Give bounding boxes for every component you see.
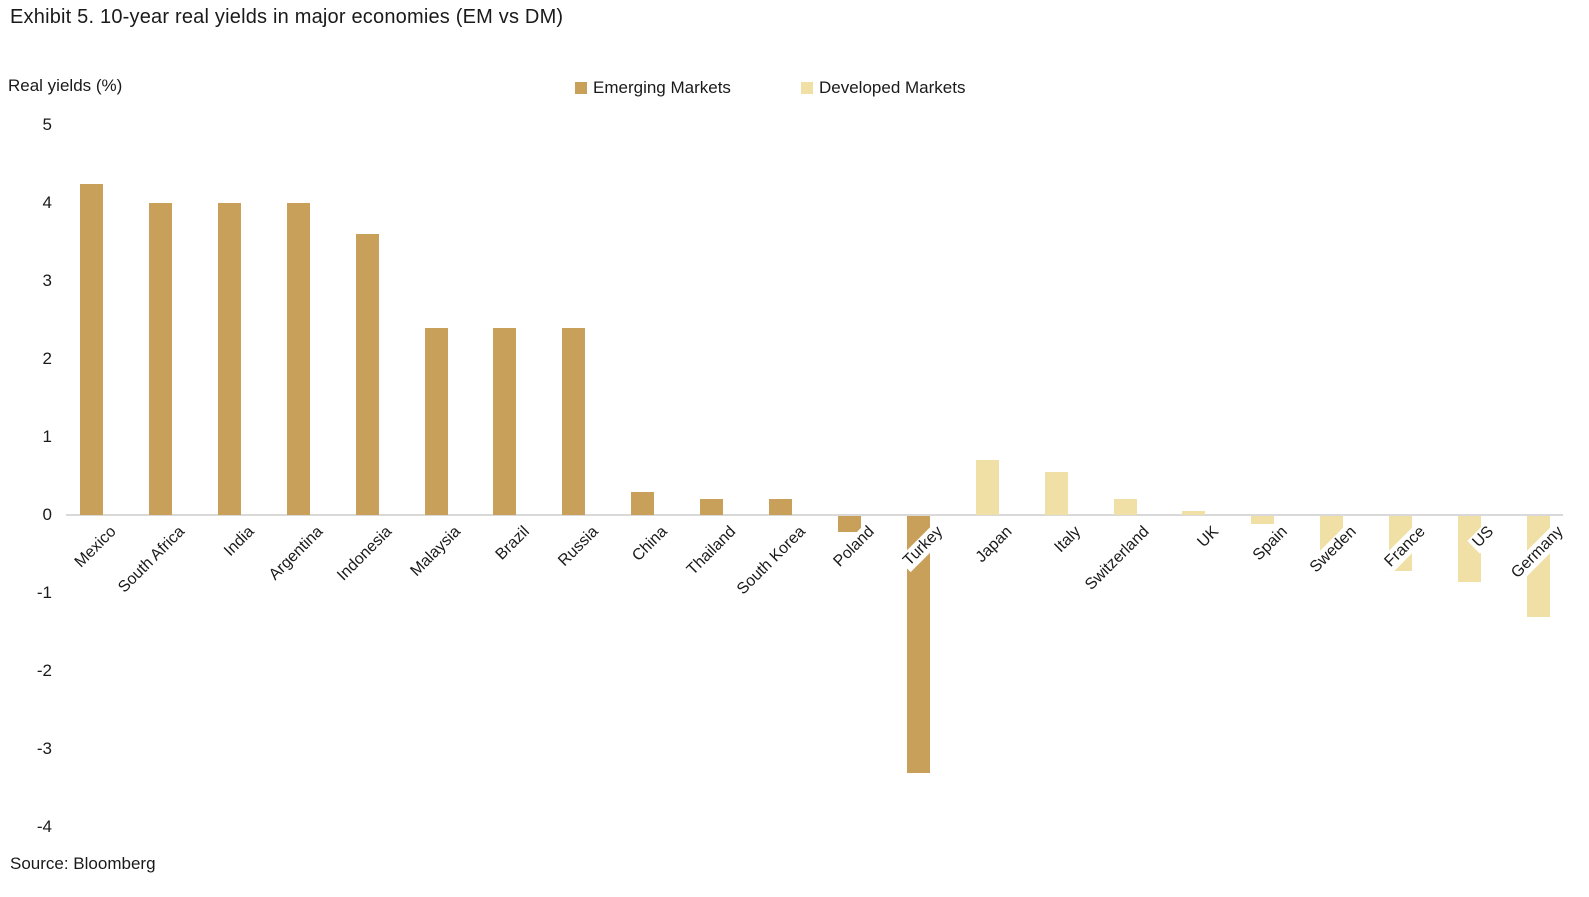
- x-axis-label-south-africa: South Africa: [113, 521, 192, 599]
- bar-japan: [975, 460, 999, 515]
- legend-label-emerging: Emerging Markets: [593, 78, 731, 97]
- developed-markets-swatch-icon: [801, 82, 813, 94]
- bar-russia: [562, 327, 586, 515]
- y-axis-tick-label: 2: [42, 349, 52, 368]
- legend-label-developed: Developed Markets: [819, 78, 966, 97]
- y-axis-tick-label: -1: [36, 583, 52, 602]
- x-axis-label-italy: Italy: [1049, 521, 1087, 559]
- y-axis-tick-label: 0: [42, 505, 52, 524]
- x-axis-label-south-korea: South Korea: [731, 521, 812, 601]
- bar-italy: [1044, 472, 1068, 515]
- x-axis-label-thailand: Thailand: [681, 521, 743, 582]
- y-axis-tick-label: -2: [36, 661, 52, 680]
- zero-axis-line: [66, 514, 1563, 516]
- legend-item-emerging: Emerging Markets: [575, 78, 731, 98]
- emerging-markets-swatch-icon: [575, 82, 587, 94]
- bar-malaysia: [424, 327, 448, 515]
- x-axis-label-uk: UK: [1191, 521, 1225, 554]
- y-axis-tick-label: 5: [42, 115, 52, 134]
- bar-spain: [1251, 516, 1275, 524]
- y-axis-tick-label: 1: [42, 427, 52, 446]
- x-axis-label-brazil: Brazil: [490, 521, 536, 567]
- y-axis-tick-label: -3: [36, 739, 52, 758]
- bar-mexico: [80, 183, 103, 515]
- source-note: Source: Bloomberg: [10, 854, 156, 873]
- bar-turkey: [906, 516, 930, 774]
- bar-brazil: [493, 327, 517, 515]
- bar-south-korea: [769, 499, 792, 515]
- bar-indonesia: [355, 234, 379, 515]
- x-axis-label-japan: Japan: [970, 521, 1018, 569]
- x-axis-label-switzerland: Switzerland: [1080, 521, 1156, 597]
- bar-thailand: [700, 499, 724, 515]
- bar-argentina: [286, 203, 310, 515]
- y-axis-tick-label: 4: [42, 193, 52, 212]
- x-axis-label-india: India: [218, 521, 261, 563]
- y-axis-tick-label: 3: [42, 271, 52, 290]
- x-axis-label-spain: Spain: [1247, 521, 1294, 567]
- legend-item-developed: Developed Markets: [801, 78, 965, 98]
- x-axis-label-china: China: [626, 521, 674, 568]
- bar-uk: [1182, 511, 1206, 515]
- bar-south-africa: [148, 203, 172, 515]
- x-axis-label-argentina: Argentina: [263, 521, 329, 587]
- bar-india: [217, 203, 241, 515]
- y-axis-title: Real yields (%): [8, 76, 123, 95]
- bar-china: [631, 491, 655, 515]
- chart-title: Exhibit 5. 10-year real yields in major …: [10, 6, 564, 28]
- bar-switzerland: [1113, 499, 1137, 515]
- x-axis-label-mexico: Mexico: [69, 521, 123, 574]
- x-axis-label-malaysia: Malaysia: [405, 521, 467, 583]
- x-axis-label-indonesia: Indonesia: [331, 521, 398, 588]
- y-axis-tick-label: -4: [36, 817, 52, 836]
- x-axis-label-russia: Russia: [552, 521, 605, 573]
- bar-poland: [837, 516, 861, 532]
